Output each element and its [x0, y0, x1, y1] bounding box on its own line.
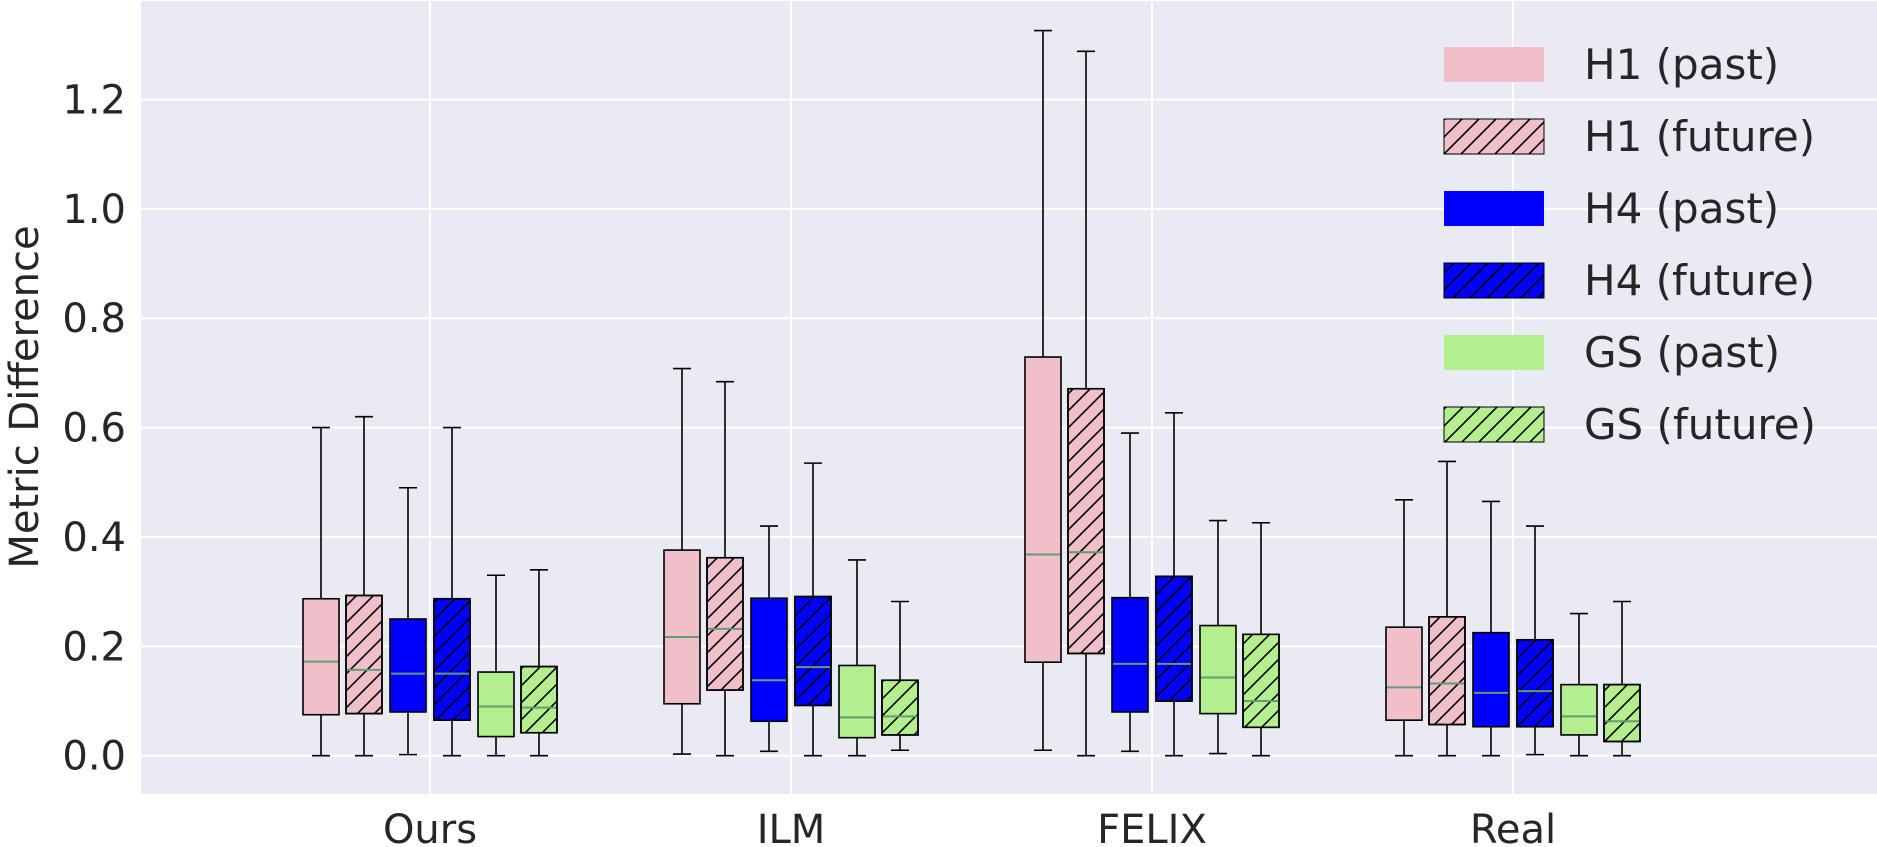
box-h1-future--ours [345, 415, 383, 757]
box-gs-past--ilm [838, 559, 876, 757]
y-axis-label: Metric Difference [2, 225, 48, 568]
box-hatch [1242, 633, 1280, 729]
box-h4-past--felix [1111, 432, 1149, 753]
box-h4-future--real [1516, 525, 1554, 756]
legend-swatch [1444, 335, 1544, 370]
box-body [477, 671, 515, 738]
legend-label: H4 (past) [1584, 184, 1779, 233]
box-body [663, 549, 701, 705]
legend-swatch [1444, 191, 1544, 226]
box-hatch [1603, 683, 1641, 743]
legend-item: H1 (future) [1443, 112, 1815, 161]
box-h1-past--ours [302, 426, 340, 757]
legend-label: H1 (future) [1584, 112, 1815, 161]
box-h1-past--ilm [663, 367, 701, 755]
box-body [838, 664, 876, 739]
y-tick-label: 0.0 [62, 734, 126, 780]
box-body [302, 597, 340, 716]
box-hatch [433, 597, 471, 721]
legend-swatch-hatch [1444, 263, 1544, 298]
box-h4-past--ours [389, 486, 427, 756]
box-gs-future--real [1603, 600, 1641, 757]
legend-swatch [1444, 47, 1544, 82]
box-h1-past--felix [1024, 29, 1062, 752]
box-gs-future--felix [1242, 521, 1280, 757]
box-h4-future--ours [433, 426, 471, 757]
box-hatch [706, 556, 744, 691]
y-tick-label: 1.2 [62, 77, 126, 123]
box-h1-past--real [1385, 498, 1423, 757]
box-gs-future--ilm [881, 600, 919, 752]
y-tick-label: 0.2 [62, 624, 126, 670]
box-groups [302, 29, 1641, 757]
legend: H1 (past) H1 (future) H4 (past) H4 (future)… [1443, 40, 1816, 449]
x-tick-label: Real [1470, 807, 1556, 847]
legend-label: GS (future) [1584, 400, 1816, 449]
legend-label: GS (past) [1584, 328, 1780, 377]
legend-label: H1 (past) [1584, 40, 1779, 89]
x-tick-label: Ours [383, 807, 477, 847]
box-body [1385, 626, 1423, 721]
box-h1-future--real [1428, 460, 1466, 757]
legend-item: GS (future) [1443, 400, 1816, 449]
y-tick-labels: 0.0 0.2 0.4 0.6 0.8 1.0 1.2 [62, 77, 126, 779]
box-h4-past--real [1472, 500, 1510, 757]
box-hatch [1428, 616, 1466, 726]
legend-item: H4 (future) [1443, 256, 1815, 305]
box-body [1024, 356, 1062, 663]
box-gs-future--ours [520, 568, 558, 757]
legend-swatch-hatch [1444, 119, 1544, 154]
box-body [1111, 596, 1149, 713]
box-hatch [794, 595, 832, 707]
box-gs-past--felix [1199, 519, 1237, 755]
box-gs-past--real [1560, 612, 1598, 757]
box-hatch [1155, 575, 1193, 702]
box-body [1472, 631, 1510, 728]
box-hatch [520, 665, 558, 734]
legend-item: H4 (past) [1444, 184, 1779, 233]
grid-lines [141, 1, 1877, 794]
y-tick-label: 1.0 [62, 187, 126, 233]
legend-item: H1 (past) [1444, 40, 1779, 89]
box-body [389, 618, 427, 713]
box-body [750, 597, 788, 723]
x-tick-labels: Ours ILM FELIX Real [383, 807, 1556, 847]
box-h4-future--felix [1155, 412, 1193, 757]
legend-item: GS (past) [1444, 328, 1780, 377]
box-hatch [345, 594, 383, 715]
y-tick-label: 0.8 [62, 296, 126, 342]
box-h1-future--ilm [706, 380, 744, 757]
box-hatch [1067, 387, 1105, 655]
box-h1-future--felix [1067, 50, 1105, 757]
x-tick-label: FELIX [1097, 807, 1207, 847]
box-body [1560, 683, 1598, 736]
y-tick-label: 0.6 [62, 406, 126, 452]
box-hatch [1516, 638, 1554, 728]
box-body [1199, 624, 1237, 715]
box-hatch [881, 679, 919, 736]
x-tick-label: ILM [757, 807, 826, 847]
legend-swatch-hatch [1444, 407, 1544, 442]
box-h4-future--ilm [794, 462, 832, 757]
box-gs-past--ours [477, 574, 515, 757]
y-tick-label: 0.4 [62, 515, 126, 561]
box-h4-past--ilm [750, 525, 788, 753]
legend-label: H4 (future) [1584, 256, 1815, 305]
